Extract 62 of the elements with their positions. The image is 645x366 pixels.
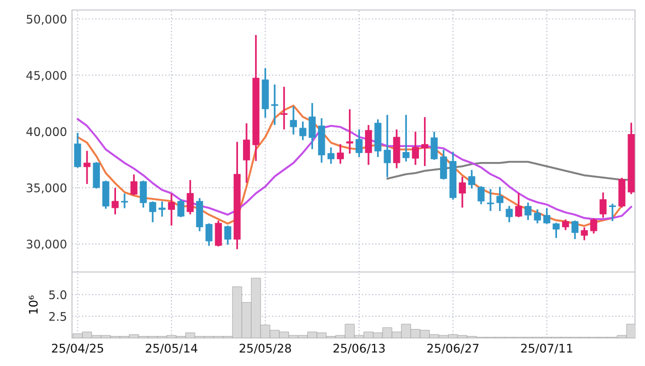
candlestick — [478, 186, 485, 204]
candlestick — [243, 123, 250, 183]
candlestick — [112, 188, 119, 214]
candlestick — [327, 147, 334, 164]
candlestick — [121, 194, 128, 208]
candlestick — [290, 106, 297, 135]
candlestick — [384, 114, 391, 178]
candlestick — [600, 192, 607, 218]
candlestick — [149, 201, 156, 222]
x-tick-label: 25/06/27 — [427, 344, 478, 354]
candlestick — [299, 122, 306, 140]
candlestick — [590, 218, 598, 234]
y-axis-title: 10⁶ — [28, 296, 38, 314]
y-tick-label: 50,000 — [26, 14, 66, 25]
candlestick — [346, 109, 354, 154]
y-tick-label: 35,000 — [26, 183, 66, 194]
candlestick — [206, 223, 212, 246]
candlestick — [468, 170, 476, 188]
candlestick — [458, 176, 466, 208]
candlestick — [280, 86, 288, 130]
candlestick — [552, 222, 560, 238]
candlestick — [336, 144, 344, 164]
candlestick — [140, 180, 147, 208]
candlestick — [271, 84, 278, 125]
candlestick — [177, 199, 184, 218]
candlestick — [74, 132, 82, 168]
y-tick-label: 2.5 — [49, 312, 66, 321]
x-tick-label: 25/05/14 — [146, 344, 198, 354]
y-tick-label: 40,000 — [26, 127, 66, 138]
candlestick — [186, 180, 194, 214]
candlestick — [496, 186, 504, 211]
candlestick — [580, 227, 588, 240]
candlestick — [168, 194, 175, 226]
candlestick — [130, 174, 138, 196]
x-tick-label: 25/07/11 — [521, 344, 572, 354]
y-tick-label: 5.0 — [49, 290, 66, 300]
candlestick — [412, 132, 419, 165]
x-tick-label: 25/06/13 — [333, 344, 385, 354]
candlestick — [308, 103, 316, 150]
candlestick — [571, 220, 578, 240]
candlestick — [214, 220, 222, 246]
y-tick-label: 45,000 — [26, 70, 66, 82]
candlestick — [430, 132, 438, 160]
candlestick — [158, 201, 166, 217]
candlestick — [84, 150, 91, 184]
candlestick — [515, 193, 522, 218]
x-tick-label: 25/05/28 — [240, 344, 291, 354]
candlestick — [487, 189, 494, 211]
candlestick — [524, 202, 532, 220]
candlestick — [402, 114, 410, 162]
candlestick — [534, 209, 541, 224]
candlestick — [440, 150, 448, 180]
x-tick-label: 25/04/25 — [52, 344, 104, 354]
line-series — [76, 118, 632, 220]
candlestick — [421, 117, 428, 166]
candlestick — [506, 206, 513, 222]
candlestick — [224, 226, 232, 245]
candlestick — [608, 204, 616, 222]
candlestick — [543, 208, 550, 224]
candlestick — [365, 124, 372, 165]
candlestick — [356, 129, 363, 158]
y-tick-label: 30,000 — [26, 240, 66, 250]
